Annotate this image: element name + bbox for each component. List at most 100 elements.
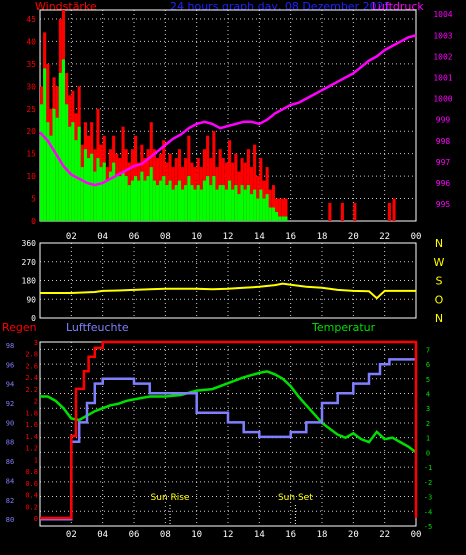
direction-line xyxy=(40,282,416,300)
x-tick-label: 08 xyxy=(160,530,171,540)
avg-bar xyxy=(259,189,263,221)
temperature-tick-label: 4 xyxy=(426,391,430,399)
avg-bar xyxy=(212,176,216,221)
temperature-axis-title: Temperatur xyxy=(311,321,376,334)
humidity-tick-label: 94 xyxy=(6,381,14,389)
avg-bar xyxy=(281,216,285,221)
x-tick-label: 00 xyxy=(411,232,422,242)
wind-tick-label: 5 xyxy=(31,195,36,204)
avg-bar xyxy=(96,158,100,221)
avg-bar xyxy=(209,185,213,221)
rain-tick-label: 1.6 xyxy=(25,421,38,429)
pressure-tick-label: 999 xyxy=(436,116,451,125)
avg-bar xyxy=(228,180,232,221)
x-tick-label: 10 xyxy=(191,530,202,540)
avg-bar xyxy=(249,194,253,221)
x-tick-label: 10 xyxy=(191,232,202,242)
humidity-axis-title: Luftfeuchte xyxy=(66,321,129,334)
wind-tick-label: 25 xyxy=(26,105,36,114)
avg-bar xyxy=(112,162,116,221)
avg-bar xyxy=(184,185,188,221)
avg-bar xyxy=(155,185,159,221)
wind-tick-label: 45 xyxy=(26,15,36,24)
direction-tick-label: 180 xyxy=(22,277,37,286)
avg-bar xyxy=(58,72,62,222)
pressure-tick-label: 1000 xyxy=(433,95,452,104)
avg-bar xyxy=(80,167,84,221)
x-tick-label: 12 xyxy=(223,530,234,540)
wind-tick-label: 35 xyxy=(26,60,36,69)
avg-bar xyxy=(162,176,166,221)
rain-tick-label: 1.8 xyxy=(25,409,38,417)
rain-line xyxy=(40,340,418,520)
avg-bar xyxy=(90,153,94,221)
avg-bar xyxy=(199,189,203,221)
avg-bar xyxy=(134,176,138,221)
humidity-line xyxy=(40,358,416,521)
x-tick-label: 04 xyxy=(97,232,108,242)
direction-panel-grid xyxy=(40,243,417,318)
rain-tick-label: 2.8 xyxy=(25,351,38,359)
pressure-tick-label: 996 xyxy=(436,179,451,188)
avg-bar xyxy=(105,180,109,221)
pressure-line xyxy=(39,34,417,187)
avg-bar xyxy=(246,185,250,221)
direction-y-ticks: 0 90 180 270 360 xyxy=(22,239,37,323)
avg-bar xyxy=(237,194,241,221)
avg-bar xyxy=(268,207,272,221)
avg-bar xyxy=(93,171,97,221)
rain-humidity-temperature-panel: Regen Luftfeuchte Temperatur Sun Rise Su… xyxy=(2,321,432,540)
wind-tick-label: 20 xyxy=(26,127,36,136)
avg-bar xyxy=(99,167,103,221)
x-tick-label: 14 xyxy=(254,232,265,242)
gust-bar xyxy=(256,176,260,221)
avg-bar xyxy=(181,189,185,221)
x-tick-label: 22 xyxy=(379,232,390,242)
rain-axis-title: Regen xyxy=(2,321,37,334)
x-tick-label: 22 xyxy=(379,530,390,540)
avg-bar xyxy=(256,198,260,221)
wind-tick-label: 40 xyxy=(26,37,36,46)
pressure-tick-label: 995 xyxy=(436,200,451,209)
avg-bar xyxy=(152,180,156,221)
gust-bar xyxy=(392,198,396,221)
humidity-tick-label: 90 xyxy=(6,419,14,427)
temperature-tick-label: 3 xyxy=(426,405,430,413)
rain-tick-label: 1.4 xyxy=(25,433,38,441)
temperature-tick-label: -1 xyxy=(424,464,432,472)
temperature-tick-label: 7 xyxy=(426,346,430,354)
wind-average-bars xyxy=(40,59,288,222)
rain-tick-label: 2 xyxy=(34,398,38,406)
gust-bar xyxy=(253,144,257,221)
gust-bar xyxy=(281,198,285,221)
avg-bar xyxy=(137,180,141,221)
x-tick-label: 16 xyxy=(285,530,296,540)
temperature-tick-label: -2 xyxy=(424,479,432,487)
humidity-tick-label: 80 xyxy=(6,516,14,524)
avg-bar xyxy=(121,171,125,221)
x-tick-label: 18 xyxy=(317,232,328,242)
sunrise-label: Sun Rise xyxy=(151,493,190,503)
avg-bar xyxy=(115,176,119,221)
compass-letter: O xyxy=(435,293,444,306)
avg-bar xyxy=(149,167,153,221)
rain-y-ticks: 0 0.2 0.4 0.6 0.8 1 1.2 1.4 1.6 1.8 2 2.2 2.4 2.6 2.8 3 xyxy=(25,339,38,523)
avg-bar xyxy=(171,189,175,221)
rain-tick-label: 3 xyxy=(34,339,38,347)
pressure-tick-label: 1001 xyxy=(433,74,452,83)
gust-bar xyxy=(259,158,263,221)
x-tick-label: 20 xyxy=(348,232,359,242)
direction-tick-label: 0 xyxy=(31,314,36,323)
pressure-tick-label: 1002 xyxy=(433,52,452,61)
avg-bar xyxy=(231,189,235,221)
temperature-line xyxy=(40,370,417,454)
avg-bar xyxy=(146,176,150,221)
x-tick-label: 16 xyxy=(285,232,296,242)
avg-bar xyxy=(108,171,112,221)
avg-bar xyxy=(40,104,44,221)
avg-bar xyxy=(118,176,122,221)
compass-letter: S xyxy=(436,275,443,288)
avg-bar xyxy=(71,122,75,221)
